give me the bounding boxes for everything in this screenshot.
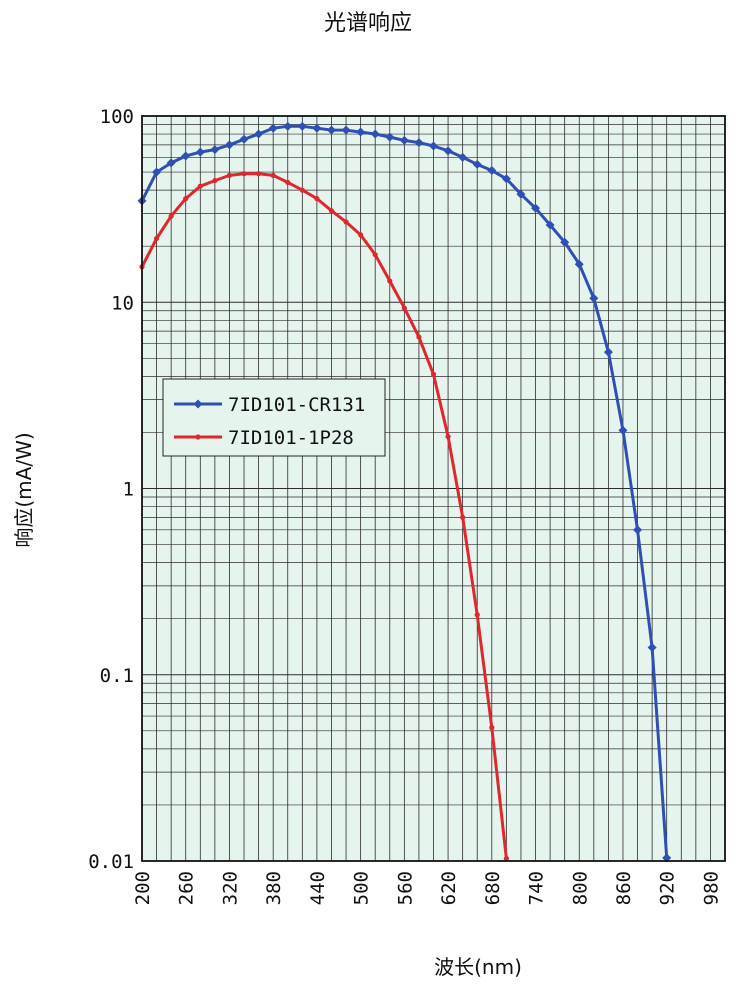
y-tick-label: 10 <box>111 292 134 314</box>
data-point <box>589 293 599 303</box>
data-point <box>460 514 466 520</box>
data-point <box>152 167 162 177</box>
x-axis-label: 波长(nm) <box>434 955 522 979</box>
x-tick-label: 920 <box>657 871 679 905</box>
data-point <box>445 433 451 440</box>
data-point <box>443 146 453 156</box>
data-point <box>210 145 220 155</box>
data-point <box>241 171 247 177</box>
y-tick-labels: 100 10 1 0.1 0.01 <box>88 106 134 873</box>
y-tick-label: 0.1 <box>100 665 134 687</box>
data-point <box>224 140 234 150</box>
data-point <box>226 172 233 178</box>
y-tick-label: 0.01 <box>88 851 134 873</box>
data-point <box>372 252 378 258</box>
data-point <box>387 278 393 284</box>
plot-border <box>141 115 726 862</box>
legend-label: 7ID101-1P28 <box>228 427 354 449</box>
data-point <box>416 334 422 340</box>
data-point <box>153 235 160 242</box>
legend-label: 7ID101-CR131 <box>228 394 365 416</box>
data-point <box>472 159 482 169</box>
data-point <box>545 220 555 230</box>
series-layer <box>137 121 672 863</box>
y-tick-label: 1 <box>123 479 134 501</box>
data-point <box>268 123 278 133</box>
y-axis-label: 响应(mA/W) <box>12 432 36 547</box>
data-point <box>283 121 293 131</box>
x-tick-label: 260 <box>176 871 198 905</box>
data-point <box>343 219 349 225</box>
x-tick-label: 560 <box>394 871 416 905</box>
data-point <box>560 237 570 247</box>
y-tick-label: 100 <box>100 106 134 128</box>
data-point <box>358 232 364 238</box>
data-point <box>328 208 335 214</box>
x-tick-label: 500 <box>351 871 373 905</box>
data-point <box>647 643 657 653</box>
x-tick-label: 380 <box>263 871 285 905</box>
data-point <box>503 856 509 862</box>
data-point <box>299 187 305 193</box>
legend-marker <box>195 434 201 440</box>
x-tick-label: 980 <box>700 871 722 905</box>
plot-frame <box>141 115 726 862</box>
data-point <box>212 177 218 184</box>
data-point <box>297 121 307 131</box>
data-point <box>356 127 366 137</box>
data-point <box>603 347 613 357</box>
data-point <box>429 141 438 151</box>
x-tick-label: 680 <box>482 871 504 905</box>
data-point <box>314 196 320 202</box>
data-point <box>399 135 409 145</box>
data-point <box>181 151 191 161</box>
data-point <box>312 123 322 133</box>
data-point <box>531 203 541 213</box>
x-tick-label: 860 <box>613 871 635 905</box>
data-point <box>195 147 205 157</box>
chart-title: 光谱响应 <box>324 11 412 36</box>
data-point <box>430 371 437 377</box>
data-point <box>662 853 672 863</box>
data-point <box>401 305 407 311</box>
x-tick-label: 620 <box>438 871 460 905</box>
data-point <box>489 725 495 731</box>
data-point <box>414 138 424 148</box>
data-point <box>633 525 643 535</box>
x-tick-label: 740 <box>526 871 548 905</box>
data-point <box>516 189 526 199</box>
data-point <box>197 183 203 189</box>
legend-marker <box>193 399 203 409</box>
legend: 7ID101-CR131 7ID101-1P28 <box>162 378 386 457</box>
data-point <box>270 172 276 178</box>
data-point <box>474 612 480 618</box>
data-point <box>618 425 628 435</box>
data-point <box>183 196 189 202</box>
data-point <box>285 179 291 186</box>
data-point <box>574 259 584 269</box>
data-point <box>370 129 380 139</box>
grid <box>142 116 725 861</box>
data-point <box>254 129 264 139</box>
x-tick-label: 320 <box>219 871 241 905</box>
data-point <box>341 125 351 135</box>
data-point <box>487 165 497 175</box>
data-point <box>458 152 468 162</box>
data-point <box>166 158 176 168</box>
x-tick-label: 200 <box>132 871 154 905</box>
data-point <box>326 125 336 135</box>
legend-box <box>162 378 386 457</box>
x-tick-labels: 200 260 320 380 440 500 560 620 680 740 800 860 920 9… <box>132 871 722 905</box>
data-point <box>239 134 249 144</box>
x-tick-label: 440 <box>307 871 329 905</box>
data-point <box>385 132 395 142</box>
data-point <box>501 174 511 184</box>
data-point <box>168 213 174 219</box>
x-tick-label: 800 <box>569 871 591 905</box>
data-point <box>256 171 262 177</box>
